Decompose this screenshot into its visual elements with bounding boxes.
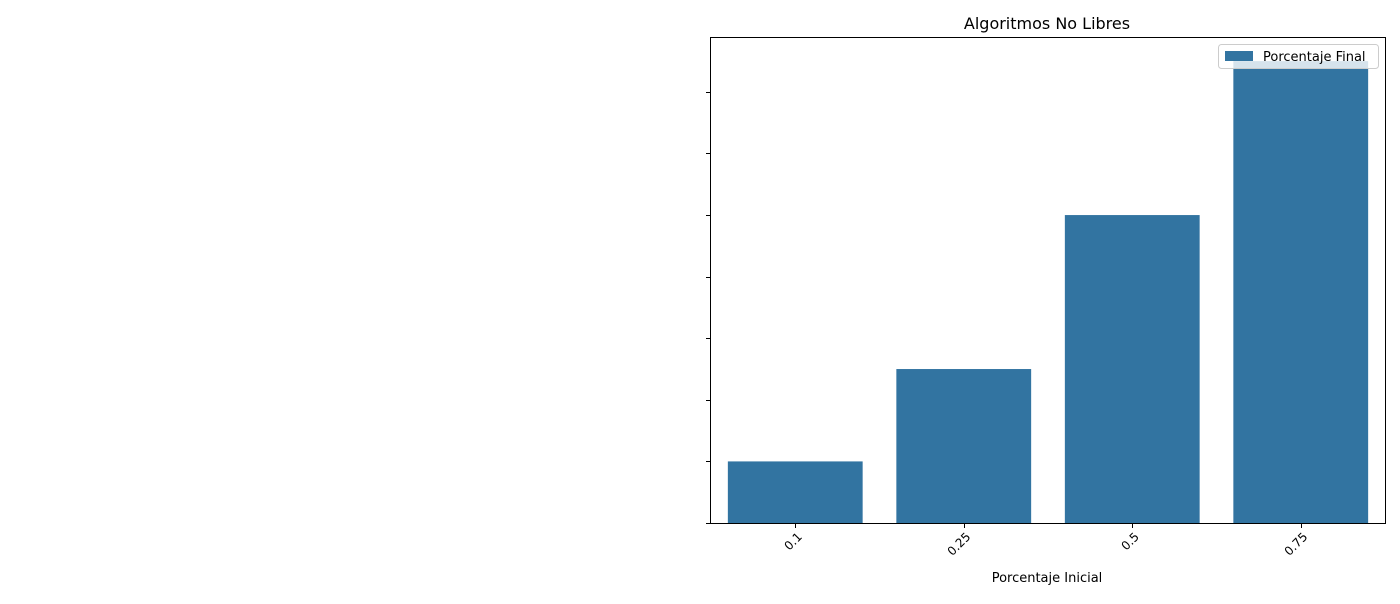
bar-0.5 [1064,215,1200,523]
bar-0.25 [896,369,1032,523]
bar-0.75 [1233,61,1369,523]
x-axis-label: Porcentaje Inicial [992,571,1103,586]
plot-area-frame [710,37,1386,524]
legend-label: Porcentaje Final [1263,50,1366,65]
chart-title: Algoritmos No Libres [964,14,1130,33]
bar-0.1 [727,461,863,523]
bars-group [727,61,1369,523]
legend-box [1218,44,1379,69]
legend-swatch [1225,51,1253,61]
legend: Porcentaje Final [1218,44,1379,69]
